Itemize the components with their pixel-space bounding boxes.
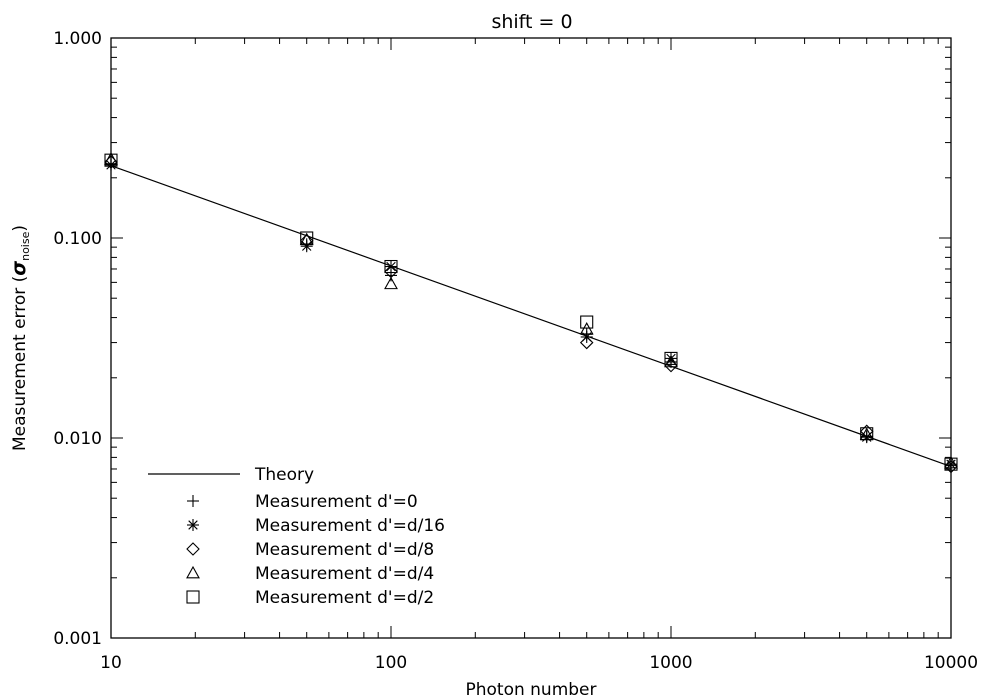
x-tick-label: 10000 bbox=[924, 653, 978, 673]
legend-marker-asterisk bbox=[187, 519, 199, 531]
theory-line bbox=[110, 165, 952, 468]
data-point-asterisk bbox=[105, 158, 117, 171]
data-point-square bbox=[384, 259, 398, 274]
y-tick-label: 0.001 bbox=[53, 629, 102, 649]
data-point-square bbox=[860, 427, 874, 441]
legend-label: Measurement d'=0 bbox=[255, 492, 418, 512]
data-point-square bbox=[104, 153, 118, 167]
legend-marker-diamond bbox=[186, 542, 200, 556]
data-point-square bbox=[580, 315, 594, 329]
data-point-triangle bbox=[944, 455, 958, 469]
axis-ticks bbox=[110, 38, 951, 639]
legend-marker-plus bbox=[187, 495, 199, 507]
data-point-square bbox=[300, 231, 314, 245]
plot-frame bbox=[110, 37, 952, 639]
x-tick-label: 10 bbox=[100, 653, 122, 673]
y-tick-label: 1.000 bbox=[53, 29, 102, 49]
legend-label: Measurement d'=d/16 bbox=[255, 516, 445, 536]
data-markers bbox=[104, 151, 958, 474]
x-tick-label: 100 bbox=[375, 653, 407, 673]
legend-marker-triangle bbox=[186, 565, 200, 579]
y-axis-label-symbol: σ bbox=[8, 261, 30, 276]
data-point-square bbox=[944, 457, 958, 471]
y-axis-label-close: ) bbox=[10, 225, 30, 232]
data-point-triangle bbox=[384, 276, 398, 290]
y-tick-labels: 0.001 0.010 0.100 1.000 bbox=[53, 29, 102, 649]
x-tick-label: 1000 bbox=[649, 653, 692, 673]
legend: Theory Measurement d'=0 Measurement d'=d/… bbox=[148, 465, 445, 608]
legend-label: Measurement d'=d/4 bbox=[255, 564, 434, 584]
data-point-diamond bbox=[859, 424, 874, 439]
data-point-square bbox=[664, 351, 678, 365]
data-point-triangle bbox=[299, 232, 314, 246]
data-point-triangle bbox=[104, 151, 118, 165]
y-axis-label-subscript: noise bbox=[19, 231, 32, 260]
data-point-diamond bbox=[579, 335, 594, 350]
y-tick-label: 0.100 bbox=[53, 229, 102, 249]
legend-label: Measurement d'=d/2 bbox=[255, 588, 434, 608]
legend-items: Measurement d'=0 Measurement d'=d/16 Measu… bbox=[186, 492, 445, 608]
data-point-diamond bbox=[299, 233, 314, 248]
x-tick-labels: 10 100 1000 10000 bbox=[100, 653, 978, 673]
legend-theory-label: Theory bbox=[254, 465, 314, 485]
y-tick-label: 0.010 bbox=[53, 429, 102, 449]
chart-title: shift = 0 bbox=[491, 11, 572, 33]
legend-label: Measurement d'=d/8 bbox=[255, 540, 434, 560]
x-axis-label: Photon number bbox=[465, 680, 596, 700]
data-point-triangle bbox=[664, 354, 678, 368]
y-axis-label: Measurement error (σnoise) bbox=[8, 225, 32, 451]
data-point-asterisk bbox=[385, 260, 397, 273]
legend-marker-square bbox=[186, 590, 200, 604]
y-axis-label-main: Measurement error ( bbox=[10, 276, 30, 451]
